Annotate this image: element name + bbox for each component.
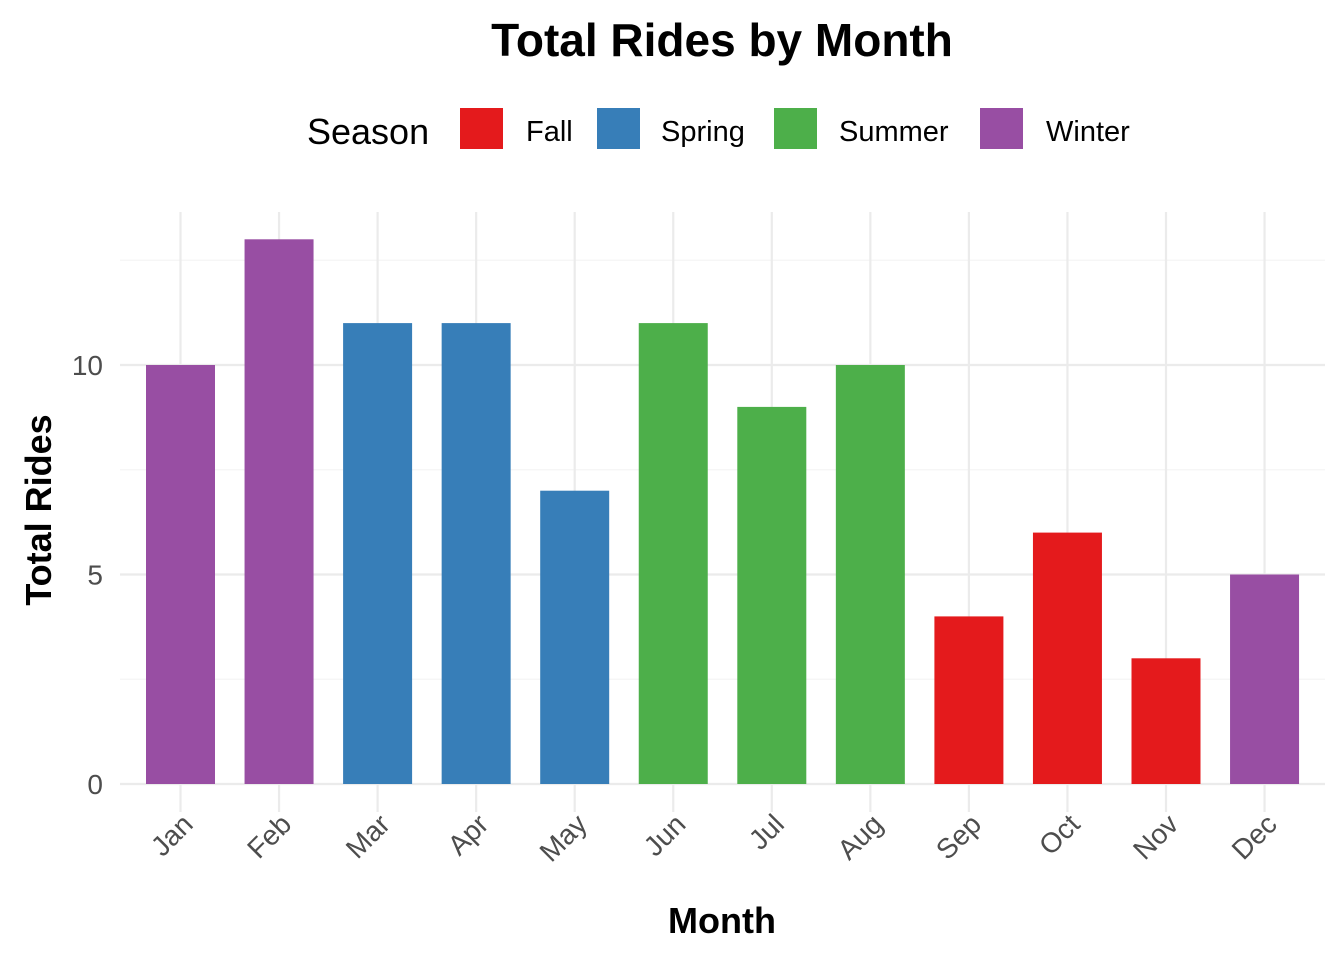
legend-label-summer: Summer (839, 116, 949, 148)
bar-jun (638, 323, 708, 784)
x-tick-label: Sep (930, 808, 987, 865)
x-tick-label: Jun (638, 808, 692, 862)
bar-oct (1032, 532, 1102, 784)
legend-key-fall (460, 108, 503, 149)
legend-key-summer (774, 108, 817, 149)
x-axis-title: Month (668, 900, 776, 941)
y-tick-label: 5 (87, 560, 103, 591)
bar-feb (244, 239, 314, 785)
x-tick-label: Nov (1127, 808, 1184, 865)
bar-may (540, 490, 610, 784)
legend-title: Season (307, 111, 429, 152)
x-tick-label: Oct (1033, 808, 1086, 861)
legend-label-fall: Fall (526, 116, 573, 148)
x-tick-label: May (534, 808, 593, 867)
bar-jul (737, 406, 807, 784)
bar-jan (146, 365, 215, 784)
y-tick-label: 10 (72, 350, 103, 381)
bar-apr (441, 323, 511, 784)
chart-title: Total Rides by Month (491, 14, 953, 66)
bars (146, 239, 1300, 785)
x-tick-label: Dec (1226, 808, 1283, 865)
y-axis-title: Total Rides (18, 414, 59, 605)
x-tick-label: Feb (241, 808, 297, 864)
bar-nov (1131, 658, 1201, 784)
x-tick-label: Aug (831, 808, 888, 865)
x-tick-label: Jan (145, 808, 199, 862)
y-tick-label: 0 (87, 769, 103, 800)
bar-mar (343, 323, 413, 784)
bar-sep (934, 616, 1004, 784)
bar-dec (1230, 574, 1300, 784)
y-axis-ticks: 0 5 10 (72, 350, 103, 800)
x-axis-ticks: Jan Feb Mar Apr May Jun Jul Aug Sep Oct Nov Dec (145, 808, 1283, 867)
x-tick-label: Mar (340, 808, 396, 864)
legend-label-winter: Winter (1046, 116, 1130, 148)
legend-key-winter (980, 108, 1023, 149)
x-tick-label: Jul (743, 808, 790, 855)
legend-label-spring: Spring (661, 116, 745, 148)
bar-aug (835, 365, 905, 784)
legend: Season Fall Spring Summer Winter (307, 108, 1130, 152)
legend-key-spring (597, 108, 640, 149)
x-tick-label: Apr (442, 808, 495, 861)
